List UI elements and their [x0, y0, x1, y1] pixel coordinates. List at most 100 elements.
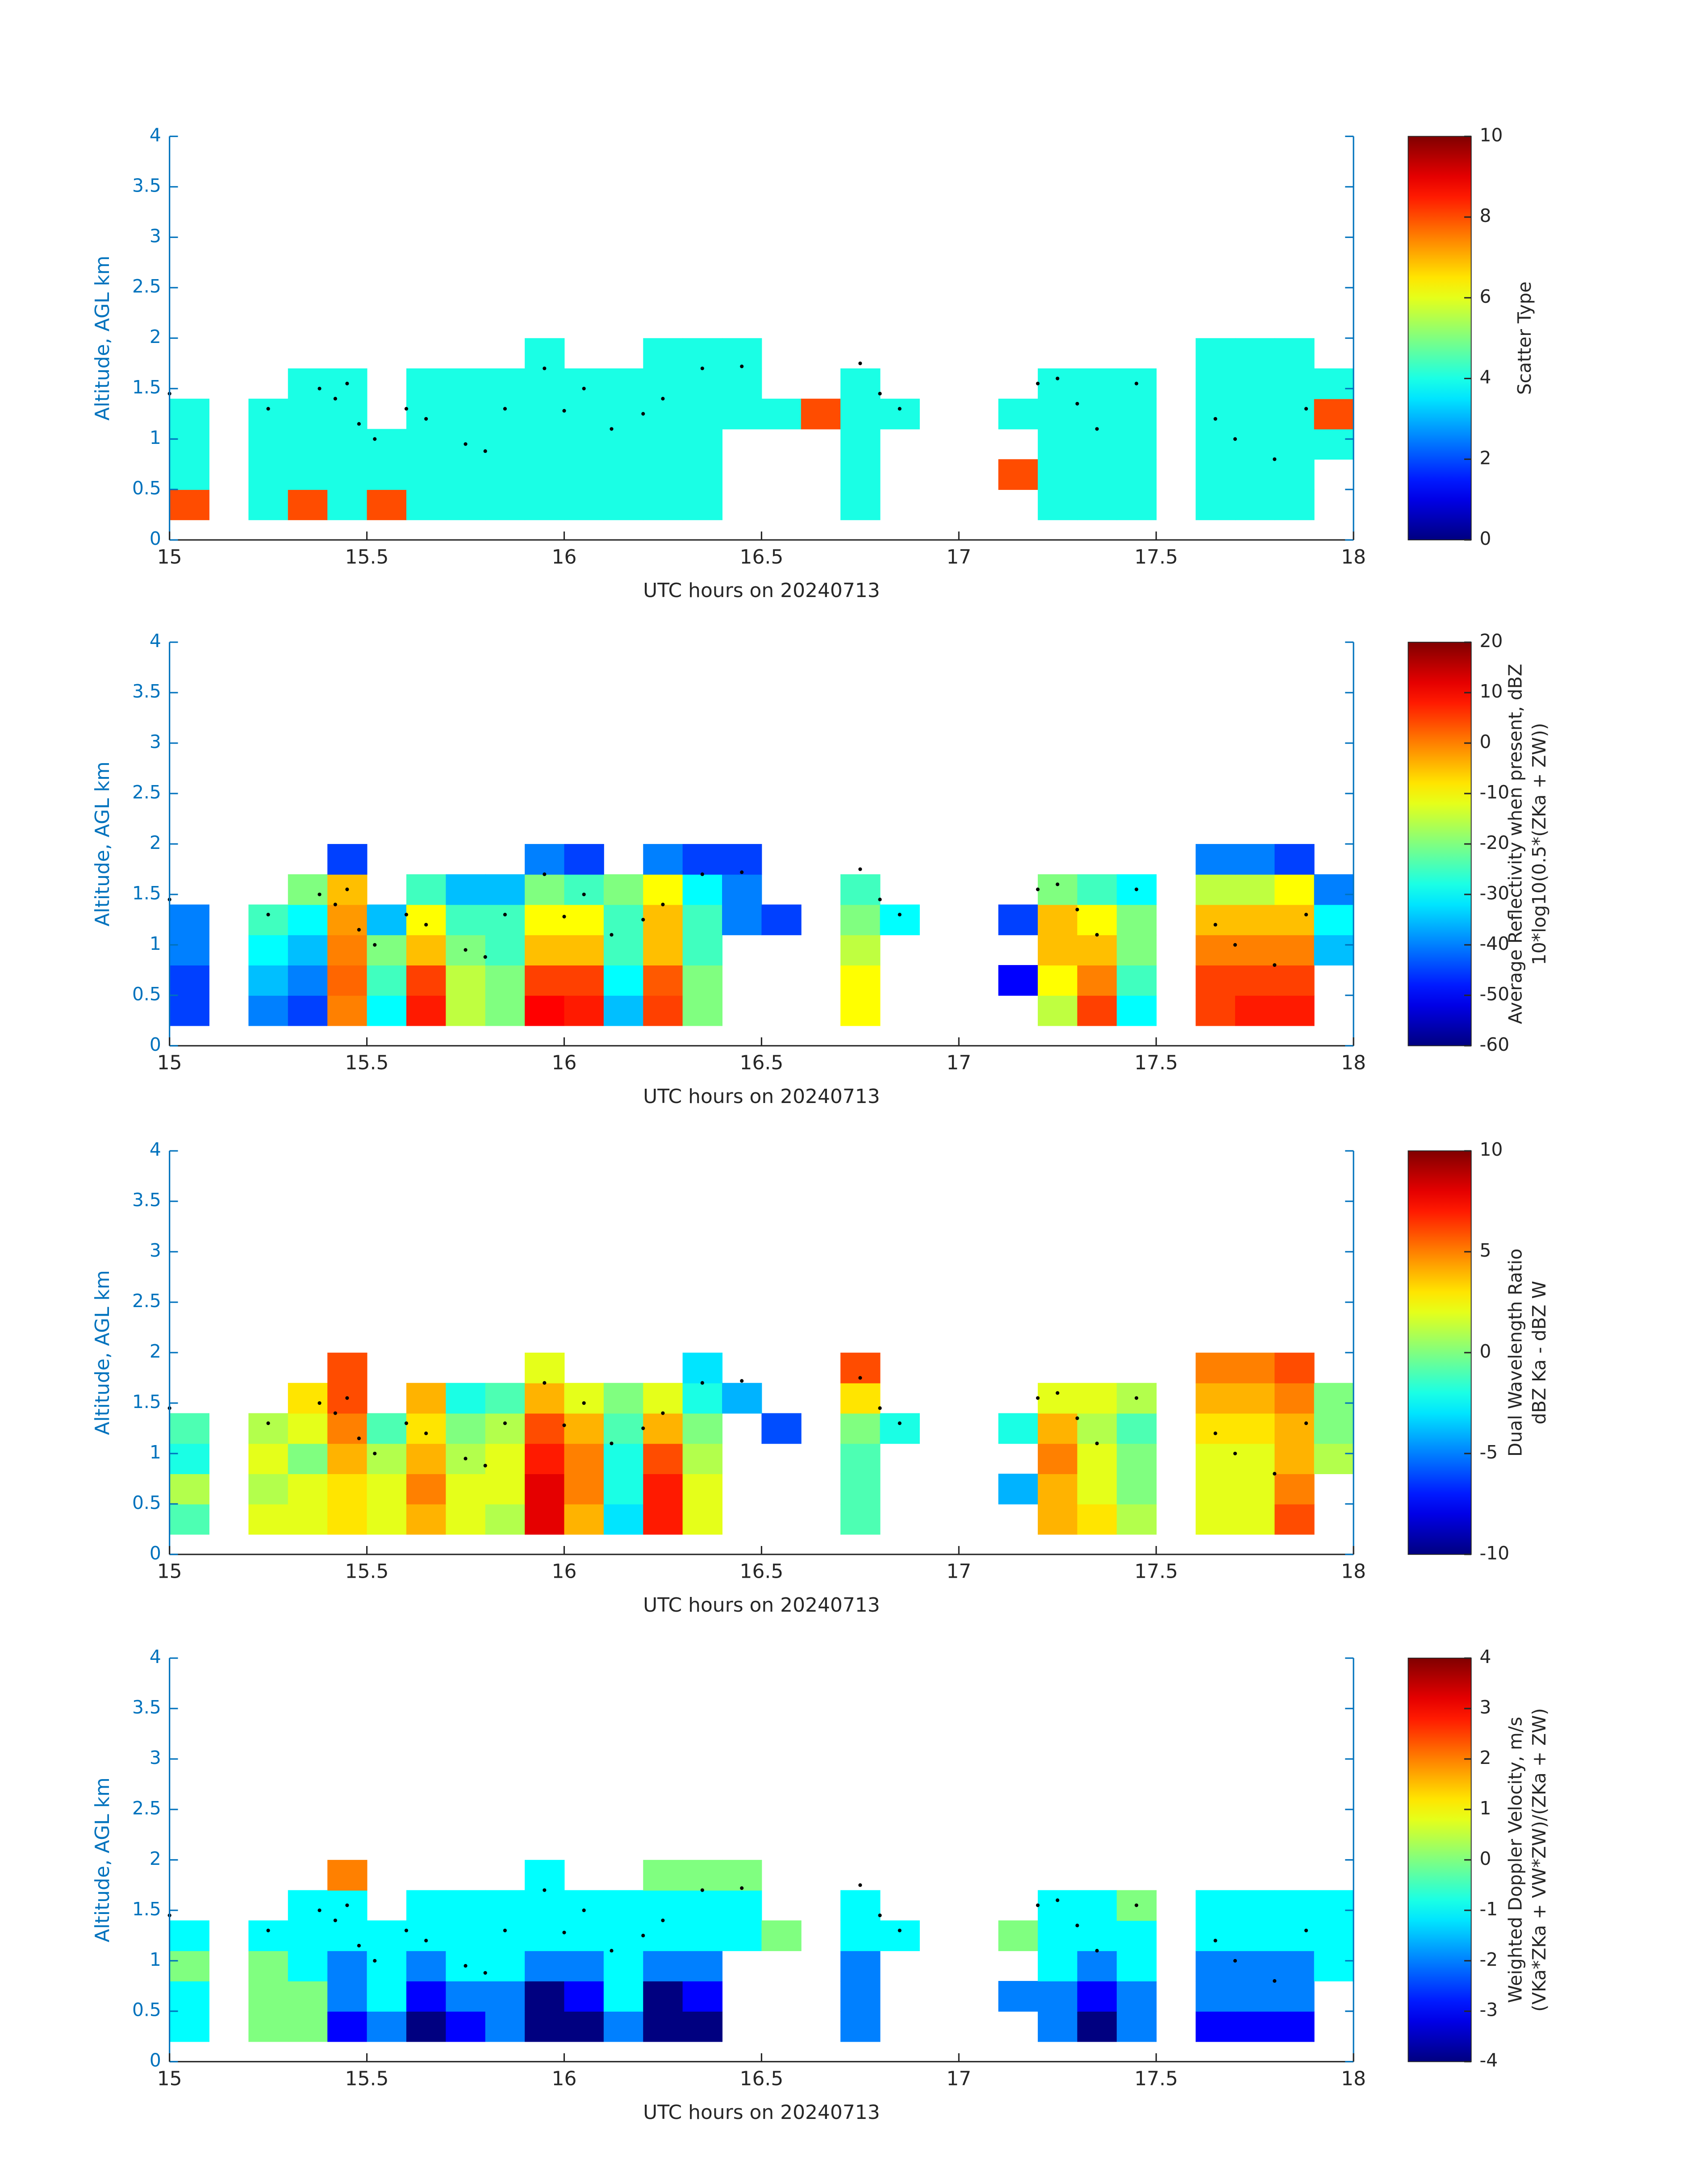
heatmap-cell [288, 398, 328, 430]
y-tick-label: 0.5 [132, 1492, 161, 1513]
heatmap-cell [1116, 1413, 1157, 1444]
point [1036, 887, 1040, 891]
heatmap-cell [1195, 1920, 1236, 1951]
point [357, 422, 361, 426]
heatmap-cell [1195, 338, 1236, 369]
point [858, 867, 862, 871]
colorbar-tick-label: -30 [1480, 882, 1510, 904]
heatmap-cell [288, 1920, 328, 1951]
heatmap-cell [722, 844, 762, 875]
point [317, 892, 322, 896]
heatmap-cell [288, 904, 328, 936]
heatmap-cell [288, 1890, 328, 1921]
heatmap-cell [288, 2011, 328, 2042]
heatmap-cell [327, 1951, 367, 1981]
heatmap-cell [998, 904, 1039, 936]
heatmap-cell [327, 1859, 367, 1891]
point [582, 892, 586, 896]
y-tick-label: 3 [150, 731, 161, 752]
heatmap-cell [643, 338, 683, 369]
point [266, 1928, 270, 1933]
y-tick-label: 2 [150, 1341, 161, 1362]
heatmap-cell [1038, 368, 1078, 399]
heatmap-cell [880, 1920, 920, 1951]
heatmap-cell [1116, 1504, 1157, 1535]
heatmap-cell [327, 1920, 367, 1951]
heatmap-cell [288, 1443, 328, 1475]
colorbar-tick-label: 0 [1480, 1341, 1491, 1362]
heatmap-cell [1116, 398, 1157, 430]
x-tick-label: 16.5 [740, 1052, 784, 1074]
point [404, 407, 409, 411]
y-tick-label: 2 [150, 1848, 161, 1869]
x-tick-label: 15 [157, 2068, 182, 2090]
heatmap-cell [1038, 1443, 1078, 1475]
heatmap-cell [525, 995, 565, 1026]
heatmap-cell [1077, 1504, 1117, 1535]
heatmap-cell [840, 459, 881, 490]
point [878, 392, 882, 396]
colorbar-tick-label: -4 [1480, 2050, 1498, 2071]
point [582, 1908, 586, 1912]
x-tick-label: 18 [1341, 1052, 1366, 1074]
point [582, 387, 586, 391]
point [424, 1431, 428, 1435]
heatmap-cell [288, 1981, 328, 2012]
colorbar-tick-label: 5 [1480, 1240, 1491, 1261]
heatmap-cell [564, 1474, 604, 1504]
point [740, 1886, 744, 1890]
colorbar-tick-label: 8 [1480, 205, 1491, 226]
heatmap-cell [367, 965, 407, 996]
x-tick-label: 17 [946, 546, 971, 568]
heatmap-cell [248, 1951, 288, 1981]
heatmap-cell [406, 1981, 447, 2012]
point [1213, 1939, 1217, 1943]
heatmap-cell [525, 1920, 565, 1951]
y-tick-label: 3 [150, 225, 161, 247]
heatmap-cell [840, 1504, 881, 1535]
x-tick-label: 17 [946, 2068, 971, 2090]
heatmap-cell [722, 1383, 762, 1414]
heatmap-cell [1314, 1920, 1354, 1951]
heatmap-cell [1077, 429, 1117, 460]
heatmap-cell [406, 1383, 447, 1414]
heatmap-cell [367, 1981, 407, 2012]
point [317, 1908, 322, 1912]
point [1134, 381, 1139, 385]
heatmap-cell [564, 1890, 604, 1921]
heatmap-cell [603, 1981, 644, 2012]
heatmap-cell [682, 904, 722, 936]
heatmap-cell [1235, 935, 1275, 965]
heatmap-cell [1235, 429, 1275, 460]
heatmap-cell [682, 1443, 722, 1475]
heatmap-cell [288, 1951, 328, 1981]
colorbar-tick-label: 20 [1480, 630, 1503, 652]
heatmap-cell [406, 459, 447, 490]
heatmap-cell [327, 459, 367, 490]
heatmap-cell [1116, 1443, 1157, 1475]
heatmap-cell [840, 429, 881, 460]
heatmap-cell [998, 1474, 1039, 1504]
heatmap-cell [288, 429, 328, 460]
point [641, 412, 645, 416]
point [543, 872, 547, 876]
point [1134, 887, 1139, 891]
heatmap-cell [1038, 489, 1078, 520]
point [404, 1928, 409, 1933]
x-tick-label: 15.5 [345, 1052, 389, 1074]
heatmap-cell [1274, 1474, 1315, 1504]
heatmap-cell [603, 489, 644, 520]
heatmap-cell [643, 1443, 683, 1475]
heatmap-cell [248, 1504, 288, 1535]
heatmap-cell [682, 1504, 722, 1535]
heatmap-cell [722, 398, 762, 430]
heatmap-cell [880, 1413, 920, 1444]
heatmap-cell [327, 398, 367, 430]
y-axis-label: Altitude, AGL km [91, 761, 114, 926]
point [483, 1971, 487, 1975]
point [543, 366, 547, 371]
heatmap-cell [1274, 1951, 1315, 1981]
colorbar-tick-label: 0 [1480, 528, 1491, 549]
colorbar-tick-label: -10 [1480, 781, 1510, 803]
heatmap-cell [485, 459, 526, 490]
